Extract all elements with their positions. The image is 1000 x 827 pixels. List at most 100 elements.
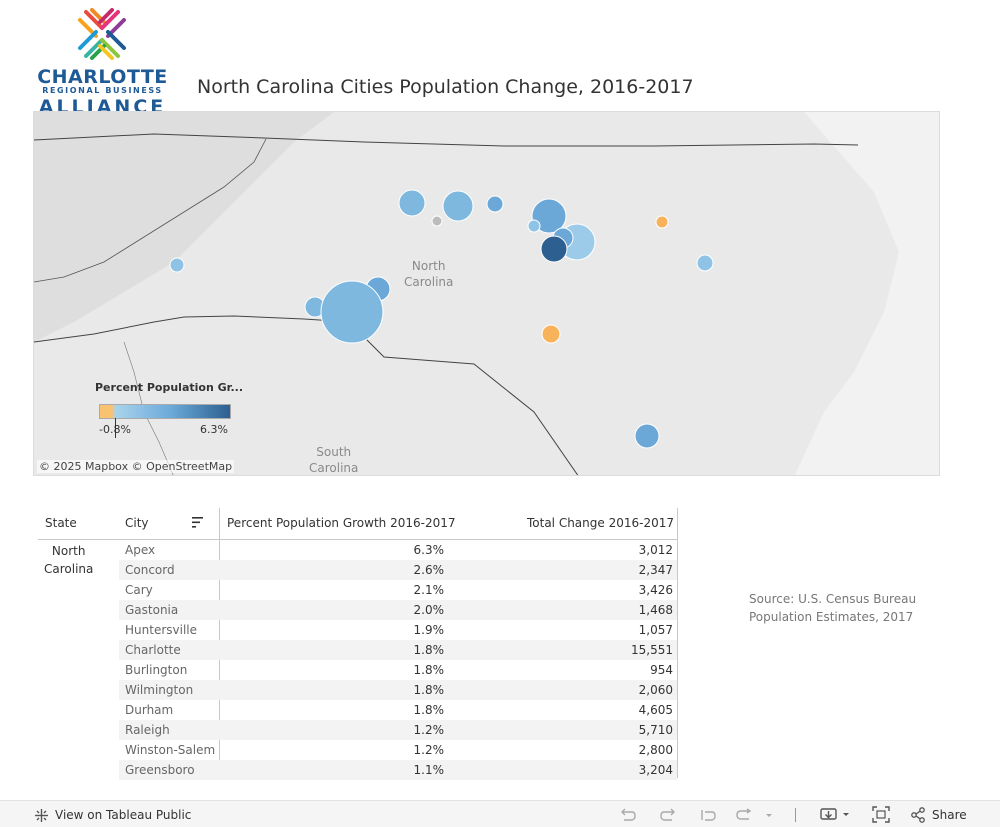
legend-min-label: -0.8% bbox=[99, 423, 131, 436]
total-change-cell: 5,710 bbox=[638, 723, 673, 737]
view-on-tableau-public-button[interactable]: View on Tableau Public bbox=[34, 805, 191, 825]
column-header-percent-growth[interactable]: Percent Population Growth 2016-2017 bbox=[227, 516, 456, 530]
revert-icon[interactable] bbox=[699, 807, 717, 823]
total-change-cell: 954 bbox=[650, 663, 673, 677]
city-cell: Durham bbox=[125, 703, 174, 717]
percent-growth-cell: 1.8% bbox=[413, 643, 445, 657]
bubble-wilmington[interactable] bbox=[634, 423, 660, 449]
download-icon[interactable] bbox=[820, 806, 852, 823]
percent-growth-cell: 1.9% bbox=[413, 623, 445, 637]
legend-max-label: 6.3% bbox=[200, 423, 228, 436]
city-cell: Cary bbox=[125, 583, 153, 597]
city-cell: Apex bbox=[125, 543, 156, 557]
share-label: Share bbox=[932, 808, 967, 822]
column-header-city[interactable]: City bbox=[125, 516, 149, 530]
city-cell: Huntersville bbox=[125, 623, 197, 637]
table-row[interactable]: Gastonia 2.0% 1,468 bbox=[119, 600, 677, 620]
tableau-logo-icon bbox=[35, 808, 48, 822]
population-map[interactable]: North Carolina South Carolina Percent Po… bbox=[33, 111, 940, 476]
undo-icon[interactable] bbox=[619, 807, 637, 823]
bubble-greenville[interactable] bbox=[696, 254, 714, 272]
bubble-rocky-mount[interactable] bbox=[655, 215, 669, 229]
city-cell: Gastonia bbox=[125, 603, 179, 617]
tn-nc-border bbox=[34, 138, 267, 283]
bubble-small-city[interactable] bbox=[431, 215, 443, 227]
percent-growth-cell: 1.8% bbox=[413, 683, 445, 697]
city-cell: Burlington bbox=[125, 663, 188, 677]
nc-sc-border bbox=[34, 315, 579, 475]
total-change-cell: 3,012 bbox=[638, 543, 673, 557]
tableau-toolbar: View on Tableau Public bbox=[0, 800, 1000, 827]
table-row[interactable]: Raleigh 1.2% 5,710 bbox=[119, 720, 677, 740]
total-change-cell: 3,426 bbox=[638, 583, 673, 597]
legend-color-scale bbox=[99, 404, 231, 419]
percent-growth-cell: 2.6% bbox=[413, 563, 445, 577]
table-row[interactable]: Wilmington 1.8% 2,060 bbox=[119, 680, 677, 700]
city-cell: Concord bbox=[125, 563, 175, 577]
bubble-durham[interactable] bbox=[531, 198, 567, 234]
percent-growth-cell: 6.3% bbox=[413, 543, 445, 557]
bubble-winston-salem[interactable] bbox=[398, 189, 426, 217]
refresh-icon[interactable] bbox=[735, 807, 775, 823]
column-header-total-change[interactable]: Total Change 2016-2017 bbox=[526, 516, 674, 530]
fullscreen-icon[interactable] bbox=[872, 806, 890, 823]
percent-growth-cell: 1.8% bbox=[413, 703, 445, 717]
total-change-cell: 2,800 bbox=[638, 743, 673, 757]
view-on-tableau-public-label: View on Tableau Public bbox=[55, 808, 192, 822]
bubble-asheville[interactable] bbox=[169, 257, 185, 273]
table-row[interactable]: Burlington 1.8% 954 bbox=[119, 660, 677, 680]
sort-descending-icon[interactable] bbox=[192, 517, 204, 528]
toolbar-divider bbox=[795, 808, 796, 822]
logo-text-charlotte: CHARLOTTE bbox=[37, 66, 168, 88]
total-change-cell: 2,347 bbox=[638, 563, 673, 577]
header-divider bbox=[38, 539, 678, 540]
total-change-cell: 3,204 bbox=[638, 763, 673, 777]
city-cell: Winston-Salem bbox=[125, 743, 216, 757]
city-cell: Wilmington bbox=[125, 683, 194, 697]
share-button[interactable]: Share bbox=[910, 805, 967, 825]
page-title: North Carolina Cities Population Change,… bbox=[197, 76, 694, 98]
legend-zero-tick bbox=[115, 418, 116, 438]
bubble-charlotte[interactable] bbox=[320, 280, 384, 344]
legend-title: Percent Population Gr... bbox=[95, 381, 244, 394]
city-bubbles[interactable] bbox=[169, 189, 714, 449]
city-cell: Charlotte bbox=[125, 643, 181, 657]
table-row[interactable]: Durham 1.8% 4,605 bbox=[119, 700, 677, 720]
table-row[interactable]: Apex 6.3% 3,012 bbox=[119, 540, 677, 560]
state-cell: North Carolina bbox=[44, 544, 94, 576]
city-cell: Greensboro bbox=[125, 763, 195, 777]
total-change-cell: 2,060 bbox=[638, 683, 673, 697]
mountain-terrain bbox=[34, 112, 334, 342]
charlotte-alliance-logo: CHARLOTTE REGIONAL BUSINESS ALLIANCE bbox=[30, 6, 175, 118]
redo-icon[interactable] bbox=[659, 807, 677, 823]
percent-growth-cell: 1.2% bbox=[413, 723, 445, 737]
total-change-cell: 1,468 bbox=[638, 603, 673, 617]
bubble-greensboro[interactable] bbox=[442, 190, 474, 222]
bubble-chapel-hill[interactable] bbox=[527, 219, 541, 233]
city-cell: Raleigh bbox=[125, 723, 170, 737]
table-row[interactable]: Concord 2.6% 2,347 bbox=[119, 560, 677, 580]
bubble-fayetteville[interactable] bbox=[541, 324, 561, 344]
population-table: State City Percent Population Growth 201… bbox=[38, 508, 678, 780]
va-nc-border bbox=[34, 133, 859, 147]
map-label-south-carolina: South Carolina bbox=[309, 445, 359, 475]
percent-growth-cell: 2.1% bbox=[413, 583, 445, 597]
map-attribution[interactable]: © 2025 Mapbox © OpenStreetMap bbox=[37, 460, 235, 473]
bubble-apex[interactable] bbox=[540, 235, 568, 263]
percent-growth-cell: 1.1% bbox=[413, 763, 445, 777]
column-header-state[interactable]: State bbox=[45, 516, 77, 530]
table-row[interactable]: Greensboro 1.1% 3,204 bbox=[119, 760, 677, 780]
table-row[interactable]: Winston-Salem 1.2% 2,800 bbox=[119, 740, 677, 760]
total-change-cell: 15,551 bbox=[631, 643, 673, 657]
total-change-cell: 4,605 bbox=[638, 703, 673, 717]
total-change-cell: 1,057 bbox=[638, 623, 673, 637]
table-row[interactable]: Charlotte 1.8% 15,551 bbox=[119, 640, 677, 660]
map-canvas[interactable] bbox=[34, 112, 940, 476]
percent-growth-cell: 1.2% bbox=[413, 743, 445, 757]
bubble-burlington[interactable] bbox=[486, 195, 504, 213]
table-row[interactable]: Huntersville 1.9% 1,057 bbox=[119, 620, 677, 640]
percent-growth-cell: 1.8% bbox=[413, 663, 445, 677]
share-icon bbox=[911, 807, 925, 823]
table-row[interactable]: Cary 2.1% 3,426 bbox=[119, 580, 677, 600]
